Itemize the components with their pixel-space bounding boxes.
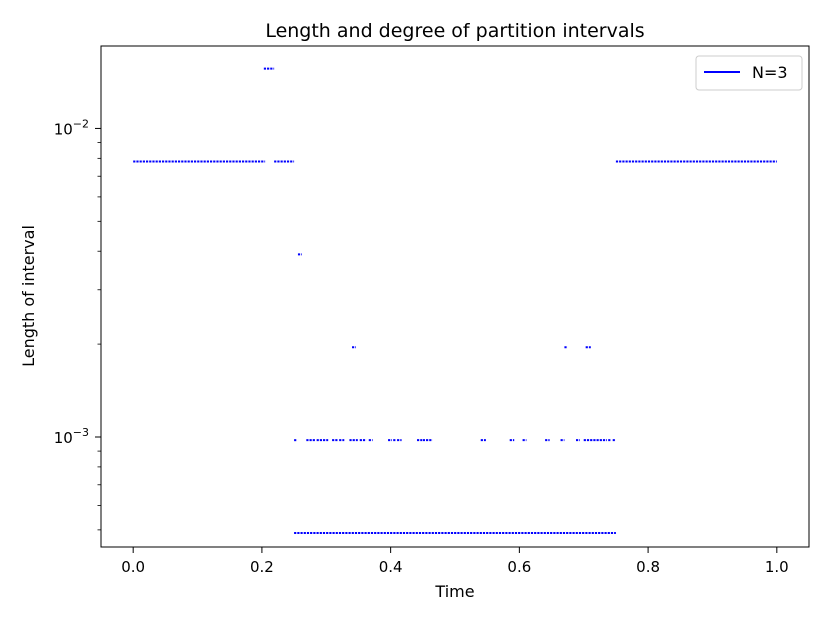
y-tick-label-0: 10−3 [54, 426, 89, 447]
x-axis-label: Time [434, 582, 474, 601]
x-tick-label-4: 0.8 [636, 558, 660, 576]
x-tick-label-3: 0.6 [507, 558, 531, 576]
x-tick-label-5: 1.0 [765, 558, 789, 576]
x-tick-label-1: 0.2 [250, 558, 274, 576]
legend-label-n3: N=3 [752, 63, 788, 82]
plot-area-frame [100, 45, 810, 548]
x-axis: 0.0 0.2 0.4 0.6 0.8 1.0 [121, 547, 789, 576]
y-axis: 10−3 10−2 [54, 117, 101, 531]
legend-box [695, 55, 803, 91]
legend: N=3 [695, 55, 803, 91]
y-axis-label: Length of interval [19, 225, 38, 367]
x-tick-label-0: 0.0 [121, 558, 145, 576]
chart-title: Length and degree of partition intervals [265, 20, 644, 42]
y-tick-label-1: 10−2 [54, 117, 89, 138]
x-tick-label-2: 0.4 [379, 558, 403, 576]
series-layer [133, 67, 777, 535]
